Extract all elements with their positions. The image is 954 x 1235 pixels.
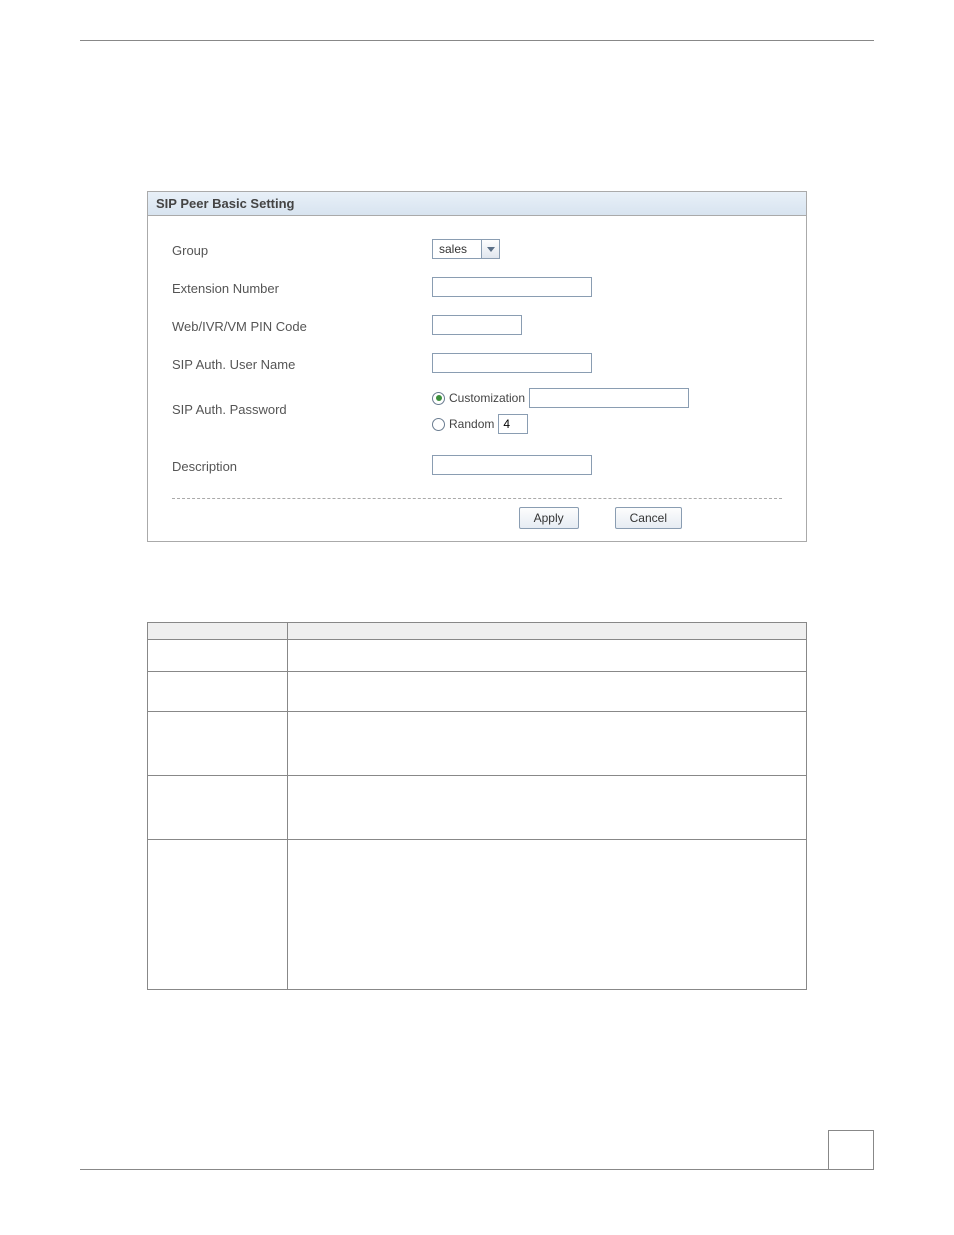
row-username: SIP Auth. User Name (172, 350, 782, 376)
password-random-input[interactable] (498, 414, 528, 434)
row-pin: Web/IVR/VM PIN Code (172, 312, 782, 338)
label-group: Group (172, 241, 432, 258)
table-cell-desc (288, 840, 807, 990)
table-cell-desc (288, 776, 807, 840)
top-divider (80, 40, 874, 41)
panel-title: SIP Peer Basic Setting (148, 192, 806, 216)
row-description: Description (172, 452, 782, 478)
table-header-label (148, 623, 288, 640)
apply-button[interactable]: Apply (519, 507, 579, 529)
table-cell-label (148, 840, 288, 990)
username-input[interactable] (432, 353, 592, 373)
label-pin: Web/IVR/VM PIN Code (172, 317, 432, 334)
table-cell-desc (288, 640, 807, 672)
table-row (148, 640, 807, 672)
table-row (148, 672, 807, 712)
table-cell-label (148, 672, 288, 712)
control-extension (432, 277, 782, 297)
chevron-down-icon (487, 247, 495, 252)
control-pin (432, 315, 782, 335)
table-header-row (148, 623, 807, 640)
row-group: Group sales (172, 236, 782, 262)
cancel-button[interactable]: Cancel (615, 507, 682, 529)
row-extension: Extension Number (172, 274, 782, 300)
description-input[interactable] (432, 455, 592, 475)
password-random-label: Random (449, 417, 494, 431)
label-extension: Extension Number (172, 279, 432, 296)
panel-footer: Apply Cancel (172, 498, 782, 529)
group-select-button[interactable] (481, 240, 499, 258)
extension-input[interactable] (432, 277, 592, 297)
table-row (148, 712, 807, 776)
radio-icon-selected (432, 392, 445, 405)
table-cell-desc (288, 672, 807, 712)
table-cell-label (148, 712, 288, 776)
table-cell-label (148, 776, 288, 840)
bottom-divider (80, 1169, 828, 1170)
table-header-desc (288, 623, 807, 640)
footer-area (80, 1130, 874, 1170)
radio-dot-icon (436, 395, 442, 401)
table-cell-label (148, 640, 288, 672)
password-custom-input[interactable] (529, 388, 689, 408)
control-password: Customization Random (432, 388, 782, 440)
page-number-box (828, 1130, 874, 1170)
password-custom-label: Customization (449, 391, 525, 405)
panel-body: Group sales Extension Number Web/IVR/VM … (148, 216, 806, 541)
sip-peer-panel: SIP Peer Basic Setting Group sales Exten… (147, 191, 807, 542)
table-row (148, 840, 807, 990)
table-cell-desc (288, 712, 807, 776)
group-select-value: sales (433, 240, 481, 258)
row-password: SIP Auth. Password Customization Random (172, 388, 782, 440)
description-table (147, 622, 807, 990)
control-group: sales (432, 239, 782, 259)
radio-icon-unselected (432, 418, 445, 431)
label-username: SIP Auth. User Name (172, 355, 432, 372)
password-random-option[interactable]: Random (432, 414, 782, 434)
control-description (432, 455, 782, 475)
label-description: Description (172, 457, 432, 474)
pin-input[interactable] (432, 315, 522, 335)
control-username (432, 353, 782, 373)
table-row (148, 776, 807, 840)
group-select[interactable]: sales (432, 239, 500, 259)
label-password: SIP Auth. Password (172, 388, 432, 417)
password-custom-option[interactable]: Customization (432, 388, 782, 408)
